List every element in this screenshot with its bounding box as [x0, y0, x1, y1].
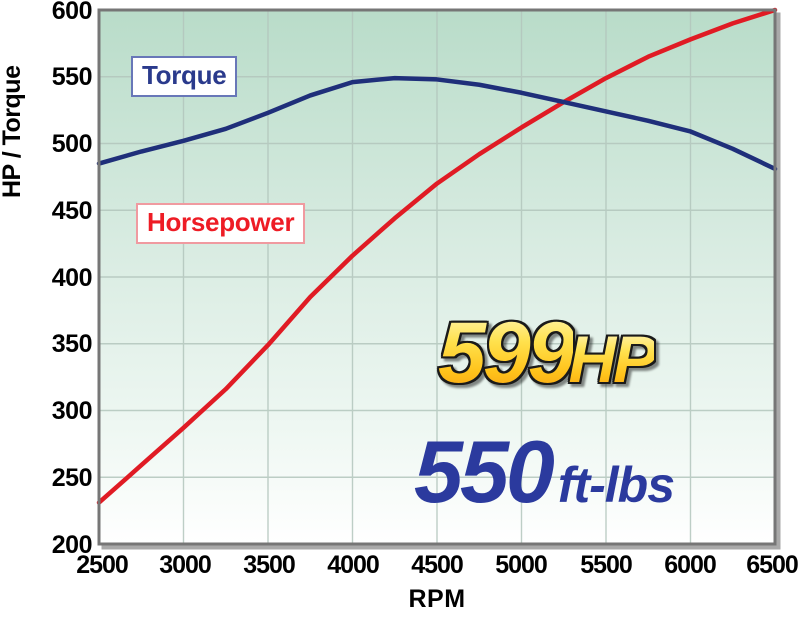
y-axis-title: HP / Torque — [0, 65, 26, 198]
torque-callout-value: 550 — [414, 422, 555, 521]
y-tick-200: 200 — [51, 531, 93, 559]
y-tick-450: 450 — [51, 197, 93, 225]
horsepower-series-label: Horsepower — [136, 203, 306, 244]
x-tick-3500: 3500 — [243, 551, 296, 579]
torque-line — [96, 75, 778, 172]
x-tick-6500: 6500 — [746, 551, 799, 579]
x-tick-2500: 2500 — [76, 551, 129, 579]
x-tick-4000: 4000 — [327, 551, 380, 579]
x-tick-4500: 4500 — [411, 551, 464, 579]
y-tick-500: 500 — [51, 130, 93, 158]
horsepower-callout-value: 599 — [438, 305, 575, 401]
torque-series-label: Torque — [131, 56, 238, 97]
grid-lines — [99, 10, 775, 544]
plot-border — [97, 8, 777, 546]
horsepower-callout: 599HP — [438, 310, 658, 396]
x-tick-3000: 3000 — [159, 551, 212, 579]
y-tick-350: 350 — [51, 330, 93, 358]
y-tick-300: 300 — [51, 397, 93, 425]
torque-callout-unit: ft-lbs — [557, 457, 675, 513]
torque-callout: 550 ft-lbs — [414, 428, 675, 516]
y-tick-250: 250 — [51, 464, 93, 492]
y-tick-550: 550 — [51, 63, 93, 91]
x-axis-title: RPM — [408, 585, 466, 613]
horsepower-line — [96, 7, 778, 505]
y-tick-400: 400 — [51, 264, 93, 292]
x-tick-6000: 6000 — [664, 551, 717, 579]
y-axis-ticks: 600 550 500 450 400 350 300 250 200 — [0, 0, 93, 621]
series-lines — [96, 7, 778, 505]
x-tick-5000: 5000 — [495, 551, 548, 579]
y-tick-600: 600 — [51, 0, 93, 25]
x-tick-5500: 5500 — [580, 551, 633, 579]
horsepower-callout-unit: HP — [568, 322, 658, 396]
